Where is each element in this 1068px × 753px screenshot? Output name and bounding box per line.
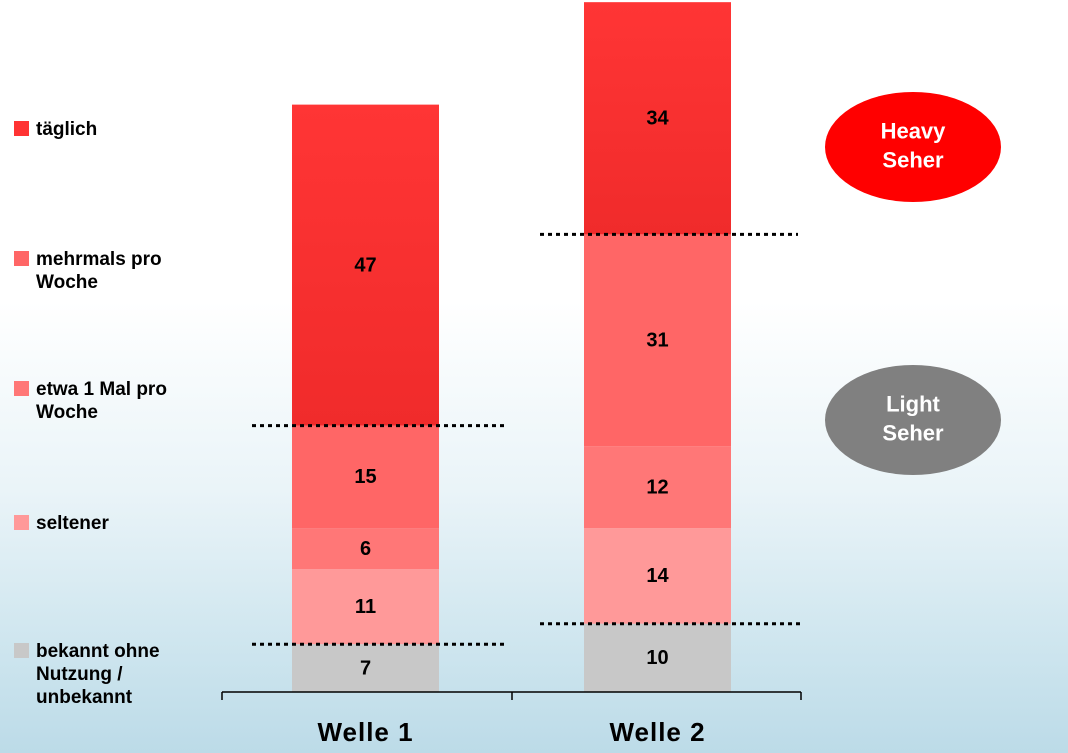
bar-segment xyxy=(584,446,731,529)
annotation-label: Heavy xyxy=(881,118,947,143)
data-label: 14 xyxy=(646,565,669,587)
data-label: 7 xyxy=(360,657,371,679)
legend-item: bekannt ohne Nutzung / unbekannt xyxy=(14,640,236,709)
bar-segment xyxy=(292,569,439,645)
legend-swatch xyxy=(14,121,29,136)
data-label: 12 xyxy=(646,476,668,498)
legend-label: seltener xyxy=(36,513,109,534)
legend-label: täglich xyxy=(36,119,98,140)
data-label: 6 xyxy=(360,538,371,560)
data-label: 34 xyxy=(646,108,669,130)
category-label: Welle 1 xyxy=(317,717,413,747)
annotation-label: Seher xyxy=(882,147,944,172)
bar-segment xyxy=(584,623,731,692)
legend: täglich mehrmals pro Woche etwa 1 Mal pro … xyxy=(14,0,254,753)
legend-item: täglich xyxy=(14,118,236,141)
data-label: 11 xyxy=(355,596,376,618)
legend-item: etwa 1 Mal pro Woche xyxy=(14,378,236,424)
legend-label: mehrmals pro Woche xyxy=(36,249,162,293)
legend-swatch xyxy=(14,515,29,530)
annotation-label: Light xyxy=(886,391,940,416)
bar-segment xyxy=(292,644,439,692)
bar-segment xyxy=(584,528,731,624)
legend-swatch xyxy=(14,643,29,658)
data-label: 10 xyxy=(646,647,668,669)
legend-swatch xyxy=(14,251,29,266)
legend-label: bekannt ohne Nutzung / unbekannt xyxy=(36,641,160,708)
annotation-label: Seher xyxy=(882,420,944,445)
category-label: Welle 2 xyxy=(609,717,705,747)
bar-segment xyxy=(292,425,439,529)
bar-segment xyxy=(584,234,731,447)
annotation-ellipse xyxy=(825,92,1001,202)
bar-segment xyxy=(292,528,439,570)
legend-item: seltener xyxy=(14,512,236,535)
annotation-ellipse xyxy=(825,365,1001,475)
legend-label: etwa 1 Mal pro Woche xyxy=(36,379,167,423)
data-label: 31 xyxy=(646,330,668,352)
legend-swatch xyxy=(14,381,29,396)
bar-segment xyxy=(292,104,439,426)
legend-item: mehrmals pro Woche xyxy=(14,248,236,294)
bar-segment xyxy=(584,2,731,235)
data-label: 47 xyxy=(354,254,376,276)
data-label: 15 xyxy=(354,466,376,488)
